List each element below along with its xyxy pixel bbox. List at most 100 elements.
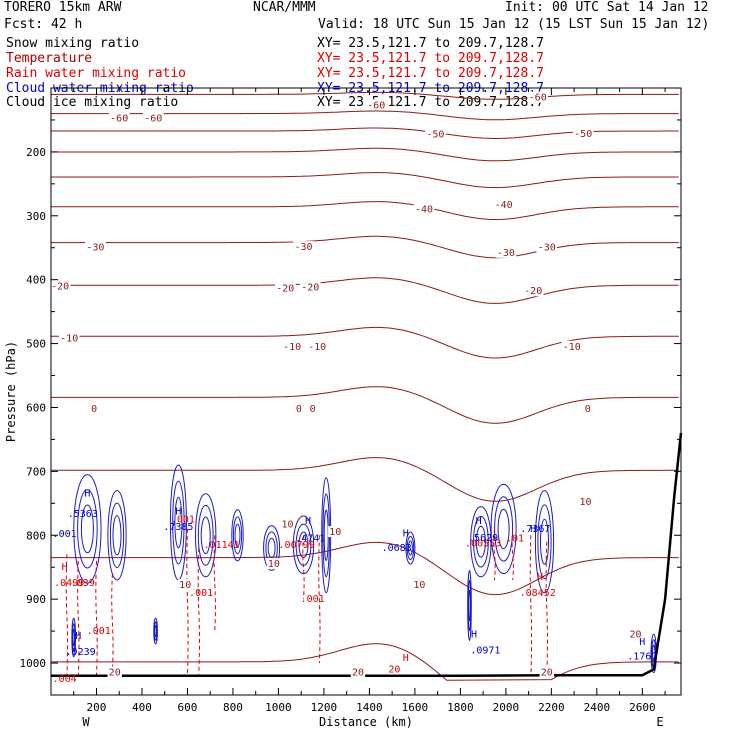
terrain-line bbox=[51, 432, 683, 678]
x-tick-label: 200 bbox=[87, 701, 107, 714]
isotherm-label: -30 bbox=[538, 243, 556, 254]
isotherm-label: -20 bbox=[524, 286, 542, 297]
isotherm-label-bg bbox=[365, 99, 387, 111]
rain-value-label: .001 bbox=[301, 594, 325, 605]
cloud-water-contour bbox=[540, 518, 549, 565]
y-tick-label: 500 bbox=[26, 338, 46, 351]
maximum-marker: H bbox=[639, 637, 645, 648]
cloud-water-contour bbox=[77, 489, 98, 569]
isotherm-label: -20 bbox=[301, 282, 319, 293]
isotherm-line bbox=[51, 172, 679, 189]
rain-value-label: 20 bbox=[388, 664, 400, 675]
legend-cloud-ice: Cloud ice mixing ratio bbox=[6, 95, 179, 110]
forecast-hour: Fcst: 42 h bbox=[4, 17, 83, 32]
rain-value-label: .004 bbox=[53, 674, 77, 685]
isotherm-label: -10 bbox=[60, 334, 78, 345]
cloud-water-value-label: .7367 bbox=[520, 524, 550, 535]
isotherm-label-bg bbox=[108, 112, 130, 124]
isotherm-label-bg bbox=[308, 402, 317, 414]
x-tick-label: 600 bbox=[178, 701, 198, 714]
isotherm-label: 20 bbox=[629, 629, 641, 640]
x-tick-label: 2400 bbox=[584, 701, 611, 714]
rain-value-label: .08452 bbox=[520, 588, 556, 599]
isotherm-label: 10 bbox=[281, 519, 293, 530]
isotherm-label: 0 bbox=[585, 404, 591, 415]
maximum-marker: H bbox=[84, 489, 90, 500]
x-axis-label: Distance (km) bbox=[319, 715, 413, 729]
cloud-water-contour bbox=[107, 490, 127, 581]
y-axis-label: Pressure (hPa) bbox=[4, 341, 18, 442]
cloud-water-contour bbox=[172, 480, 185, 565]
x-tick-label: 1000 bbox=[265, 701, 292, 714]
rain-value-label: .001 bbox=[87, 626, 111, 637]
isotherm-label: -20 bbox=[51, 282, 69, 293]
isotherm-label-bg bbox=[495, 246, 517, 258]
rain-contour bbox=[197, 547, 200, 675]
plot-frame bbox=[50, 87, 682, 696]
isotherm-label-bg bbox=[539, 666, 554, 678]
isotherm-label: -10 bbox=[283, 342, 301, 353]
cloud-water-contour bbox=[406, 536, 415, 560]
isotherm-label: -10 bbox=[308, 342, 326, 353]
y-tick-label: 300 bbox=[26, 210, 46, 223]
isotherm-label: 20 bbox=[109, 668, 121, 679]
maximum-marker: H bbox=[175, 507, 181, 518]
maximum-marker: H bbox=[471, 629, 477, 640]
cloud-water-value-label: .0683 bbox=[382, 543, 412, 554]
terrain bbox=[51, 432, 683, 678]
isotherm-label: -60 bbox=[367, 100, 385, 111]
isotherm-line bbox=[51, 386, 679, 424]
legend-temperature: Temperature bbox=[6, 51, 93, 66]
cloud-water-contour bbox=[112, 515, 122, 556]
y-tick-label: 700 bbox=[26, 465, 46, 478]
cloud-water-value-label: .001 bbox=[53, 529, 77, 540]
cloud-water-value-label: .5629 bbox=[468, 533, 498, 544]
isotherm-line bbox=[51, 541, 679, 596]
y-tick-label: 800 bbox=[26, 529, 46, 542]
rain-value-label: .001 bbox=[189, 588, 213, 599]
isotherm-label-bg bbox=[572, 128, 594, 139]
cloud-water-contour bbox=[200, 516, 211, 555]
isotherm-label: -40 bbox=[495, 200, 513, 211]
isotherm-label-bg bbox=[300, 281, 321, 293]
cloud-water-contour bbox=[197, 504, 214, 566]
rain-value-label: .0499 bbox=[54, 578, 84, 589]
contour-labels: -60 -60-60-60-50 -50-40 -40-30 -30-30 -30-20-… bbox=[49, 91, 657, 685]
legend-rain: Rain water mixing ratio bbox=[6, 66, 187, 81]
rain-value-label: .01 bbox=[506, 534, 524, 545]
isotherm-label-bg bbox=[281, 340, 303, 352]
rain-value-label: .01141 bbox=[204, 540, 240, 551]
isotherm-label: 0 bbox=[296, 404, 302, 415]
isotherm-label: 20 bbox=[541, 668, 553, 679]
isotherm-line bbox=[51, 147, 679, 162]
isotherm-label-bg bbox=[527, 91, 548, 103]
isotherm-label-bg bbox=[328, 526, 343, 538]
isotherm-label: -40 bbox=[415, 204, 433, 215]
cloud-water-value-label: .0971 bbox=[470, 645, 500, 656]
cloud-water-contour bbox=[475, 525, 486, 558]
y-tick-label: 400 bbox=[26, 274, 46, 287]
cloud-water-contour bbox=[109, 502, 125, 568]
maximum-marker: H bbox=[476, 516, 482, 527]
rain-value-label: .00553 bbox=[465, 539, 501, 550]
rain-contour bbox=[318, 535, 321, 664]
cloud-water-value-label: .1767 bbox=[627, 652, 657, 663]
rain-contour bbox=[545, 541, 548, 676]
cloud-water-value-label: .0239 bbox=[66, 647, 96, 658]
isotherm-label: 10 bbox=[329, 527, 341, 538]
isotherm-label-bg bbox=[425, 128, 446, 140]
isotherm-line bbox=[51, 643, 679, 681]
cloud-water-contour bbox=[473, 515, 489, 568]
rain-contour bbox=[186, 528, 189, 675]
isotherm-label: 0 bbox=[91, 404, 97, 415]
isotherm-line bbox=[51, 326, 679, 359]
isotherm-label-bg bbox=[413, 203, 435, 215]
y-tick-label: 1000 bbox=[20, 657, 47, 670]
isotherm-label-bg bbox=[49, 280, 71, 292]
isotherm-label: 20 bbox=[352, 668, 364, 679]
east-label: E bbox=[656, 715, 663, 729]
isotherm-label-bg bbox=[107, 666, 122, 678]
west-label: W bbox=[82, 715, 90, 729]
isotherm-line bbox=[51, 91, 679, 100]
